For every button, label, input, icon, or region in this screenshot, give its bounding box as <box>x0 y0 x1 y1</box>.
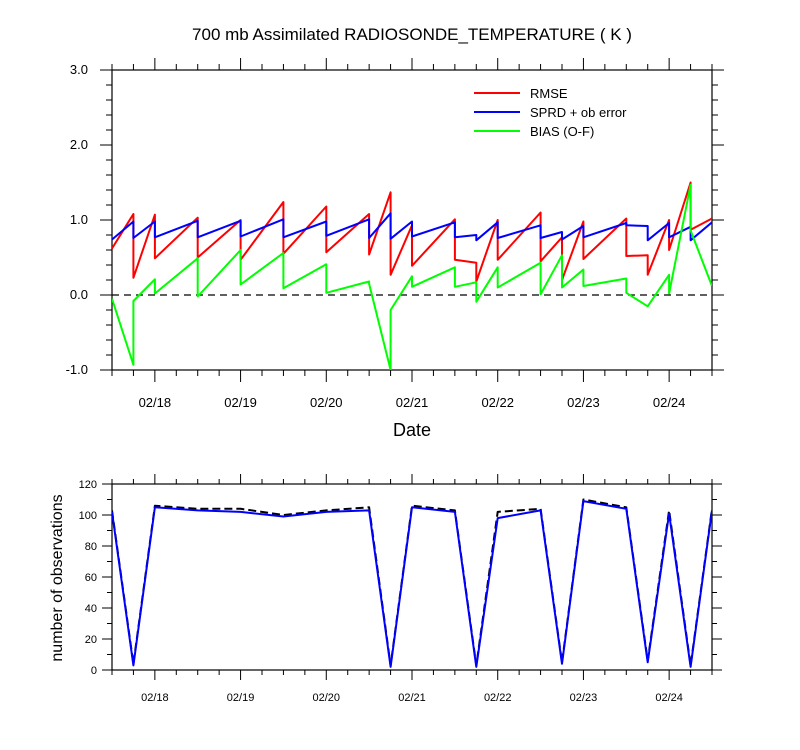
x-tick-label: 02/19 <box>227 692 255 704</box>
x-tick-label: 02/18 <box>141 692 169 704</box>
x-tick-label: 02/22 <box>481 395 514 410</box>
y-tick-label: 1.0 <box>70 212 88 227</box>
legend-label-rmse: RMSE <box>530 86 568 101</box>
chart-title: 700 mb Assimilated RADIOSONDE_TEMPERATUR… <box>192 25 632 44</box>
series-line-bias-o-f <box>112 183 712 370</box>
y-axis-label: number of observations <box>49 494 66 661</box>
y-tick-label: 2.0 <box>70 137 88 152</box>
x-tick-label: 02/23 <box>570 692 598 704</box>
y-tick-label: 100 <box>79 510 97 522</box>
x-tick-label: 02/22 <box>484 692 512 704</box>
series-line-sprd-ob-error <box>112 212 712 242</box>
y-tick-label: 0.0 <box>70 287 88 302</box>
x-tick-label: 02/21 <box>398 692 426 704</box>
y-tick-label: 0 <box>91 665 97 677</box>
series-line-possible <box>112 498 712 667</box>
y-tick-label: 3.0 <box>70 62 88 77</box>
x-tick-label: 02/24 <box>655 692 683 704</box>
y-tick-label: 60 <box>85 572 97 584</box>
x-tick-label: 02/20 <box>313 692 341 704</box>
legend-label-bias-o-f: BIAS (O-F) <box>530 124 594 139</box>
bottom-plot: 02/18 02/19 02/20 02/21 02/22 02/23 02/24 0 20 40… <box>79 474 722 704</box>
series-line-rmse <box>112 181 712 283</box>
legend: RMSE SPRD + ob error BIAS (O-F) <box>474 86 627 139</box>
legend-label-sprd-ob-error: SPRD + ob error <box>530 105 627 120</box>
x-axis-label: Date <box>393 420 431 440</box>
y-tick-label: -1.0 <box>66 362 88 377</box>
x-tick-label: 02/24 <box>653 395 686 410</box>
x-tick-label: 02/23 <box>567 395 600 410</box>
y-tick-label: 120 <box>79 479 97 491</box>
y-tick-label: 80 <box>85 541 97 553</box>
y-tick-label: 20 <box>85 634 97 646</box>
y-tick-label: 40 <box>85 603 97 615</box>
series-line-assimilated <box>112 500 712 668</box>
x-tick-label: 02/21 <box>396 395 429 410</box>
x-tick-label: 02/19 <box>224 395 257 410</box>
x-tick-label: 02/18 <box>139 395 172 410</box>
top-plot: 02/18 02/19 02/20 02/21 02/22 02/23 02/24 -1.0 0… <box>66 58 724 410</box>
x-tick-label: 02/20 <box>310 395 343 410</box>
